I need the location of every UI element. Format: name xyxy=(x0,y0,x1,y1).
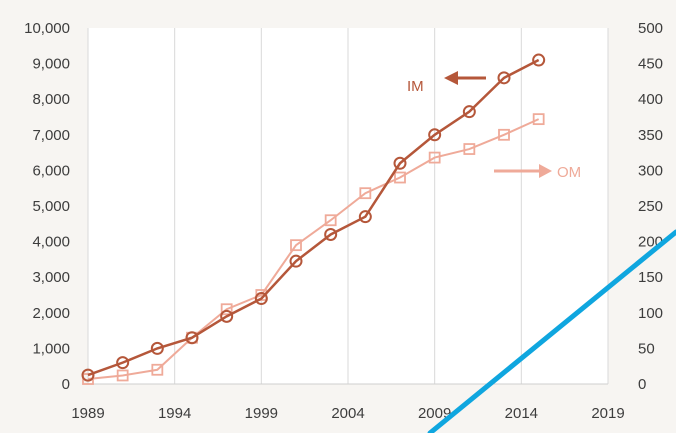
om-point xyxy=(359,187,372,200)
left-tick-label: 5,000 xyxy=(32,198,70,215)
im-point xyxy=(428,128,442,142)
left-axis-ticks: 0 1,000 2,000 3,000 4,000 5,000 6,000 7,000 8,00… xyxy=(24,20,70,393)
right-tick-label: 300 xyxy=(638,162,663,179)
right-tick-label: 50 xyxy=(638,340,655,357)
om-point xyxy=(151,363,164,376)
om-annotation: OM xyxy=(494,164,581,181)
im-point xyxy=(462,105,476,119)
series-im xyxy=(81,53,546,382)
left-tick-label: 4,000 xyxy=(32,234,70,251)
im-point xyxy=(220,309,234,323)
om-point xyxy=(532,113,545,126)
im-point xyxy=(358,210,372,224)
om-point xyxy=(220,303,233,316)
om-point xyxy=(394,171,406,184)
im-point xyxy=(289,254,303,268)
series-layer xyxy=(81,53,546,385)
om-point xyxy=(290,239,302,252)
x-tick-label: 2019 xyxy=(591,405,624,422)
im-point xyxy=(150,341,164,355)
x-tick-label: 1994 xyxy=(158,405,191,422)
om-point xyxy=(116,369,129,382)
im-annotation-label: IM xyxy=(407,78,424,95)
x-tick-label: 2014 xyxy=(505,405,538,422)
x-axis-ticks: 1989 1994 1999 2004 2009 2014 2019 xyxy=(71,405,624,422)
im-point xyxy=(254,292,268,306)
right-tick-label: 350 xyxy=(638,127,663,144)
left-tick-label: 2,000 xyxy=(32,305,70,322)
om-point xyxy=(463,143,476,155)
om-point xyxy=(428,151,441,164)
om-point xyxy=(498,128,510,141)
im-point xyxy=(324,227,338,241)
right-tick-label: 250 xyxy=(638,198,663,215)
im-point xyxy=(116,356,130,370)
x-tick-label: 2004 xyxy=(331,405,364,422)
left-tick-label: 6,000 xyxy=(32,162,70,179)
om-arrow-head xyxy=(539,164,552,178)
om-annotation-label: OM xyxy=(557,164,581,181)
im-point xyxy=(393,156,407,170)
left-tick-label: 3,000 xyxy=(32,269,70,286)
im-point xyxy=(81,368,95,382)
right-tick-label: 400 xyxy=(638,91,663,108)
x-tick-label: 1989 xyxy=(71,405,104,422)
left-tick-label: 10,000 xyxy=(24,20,70,37)
series-om xyxy=(82,113,545,385)
x-tick-label: 1999 xyxy=(245,405,278,422)
im-point xyxy=(185,331,199,345)
left-tick-label: 0 xyxy=(62,376,70,393)
om-point xyxy=(324,214,337,227)
right-tick-label: 450 xyxy=(638,56,663,73)
right-tick-label: 150 xyxy=(638,269,663,286)
right-tick-label: 100 xyxy=(638,305,663,322)
left-tick-label: 7,000 xyxy=(32,127,70,144)
overlay-stroke xyxy=(427,229,676,433)
left-tick-label: 8,000 xyxy=(32,91,70,108)
left-tick-label: 9,000 xyxy=(32,56,70,73)
im-annotation: IM xyxy=(407,71,486,95)
right-tick-label: 0 xyxy=(638,376,646,393)
x-tick-label: 2009 xyxy=(418,405,451,422)
im-arrow-head xyxy=(444,71,458,85)
right-tick-label: 500 xyxy=(638,20,663,37)
im-point xyxy=(532,53,546,67)
grid xyxy=(87,28,609,385)
left-tick-label: 1,000 xyxy=(32,340,70,357)
im-point xyxy=(497,71,511,85)
